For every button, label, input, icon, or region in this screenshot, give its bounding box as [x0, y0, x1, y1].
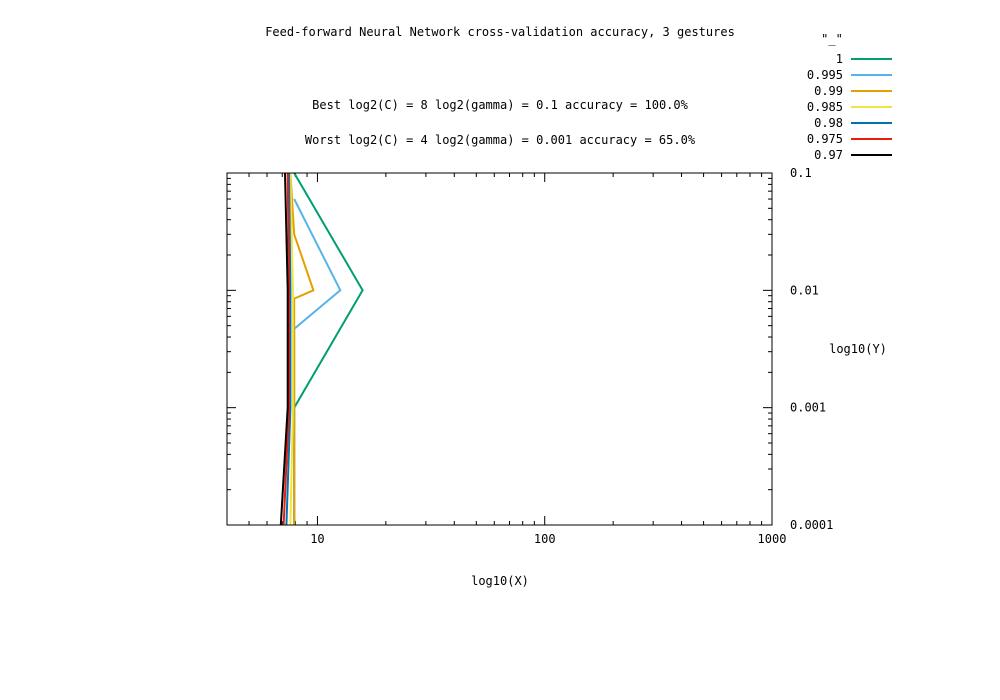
legend-label: 0.995: [807, 68, 843, 82]
y-tick-label: 0.1: [790, 166, 812, 180]
legend-label: 0.975: [807, 132, 843, 146]
series-line-0-975: [282, 172, 290, 526]
y-tick-label: 0.01: [790, 283, 819, 297]
x-axis-label: log10(X): [471, 574, 529, 588]
legend-label: 0.97: [814, 148, 843, 162]
legend-label: 0.98: [814, 116, 843, 130]
y-tick-label: 0.0001: [790, 518, 833, 532]
legend-label: 0.99: [814, 84, 843, 98]
series-lines: [279, 172, 364, 526]
legend-title: "_": [821, 32, 843, 46]
legend-label: 0.985: [807, 100, 843, 114]
x-tick-label: 1000: [758, 532, 787, 546]
y-axis-label: log10(Y): [829, 342, 887, 356]
tick-labels: 10 100 1000 0.1 0.01 0.001 0.0001: [310, 166, 833, 546]
legend-label: 1: [836, 52, 843, 66]
chart-title: Feed-forward Neural Network cross-valida…: [265, 25, 735, 39]
y-tick-label: 0.001: [790, 401, 826, 415]
series-line-0-985: [289, 172, 294, 526]
series-line-0-97: [279, 172, 289, 526]
series-line-0-99: [289, 172, 315, 525]
legend: "_" 1 0.995 0.99 0.985 0.98 0.975 0.97: [807, 32, 892, 162]
worst-annotation: Worst log2(C) = 4 log2(gamma) = 0.001 ac…: [305, 133, 696, 147]
series-line-0-98: [285, 172, 292, 526]
best-annotation: Best log2(C) = 8 log2(gamma) = 0.1 accur…: [312, 98, 688, 112]
x-tick-label: 10: [310, 532, 324, 546]
x-tick-label: 100: [534, 532, 556, 546]
plot-frame: [226, 172, 773, 526]
